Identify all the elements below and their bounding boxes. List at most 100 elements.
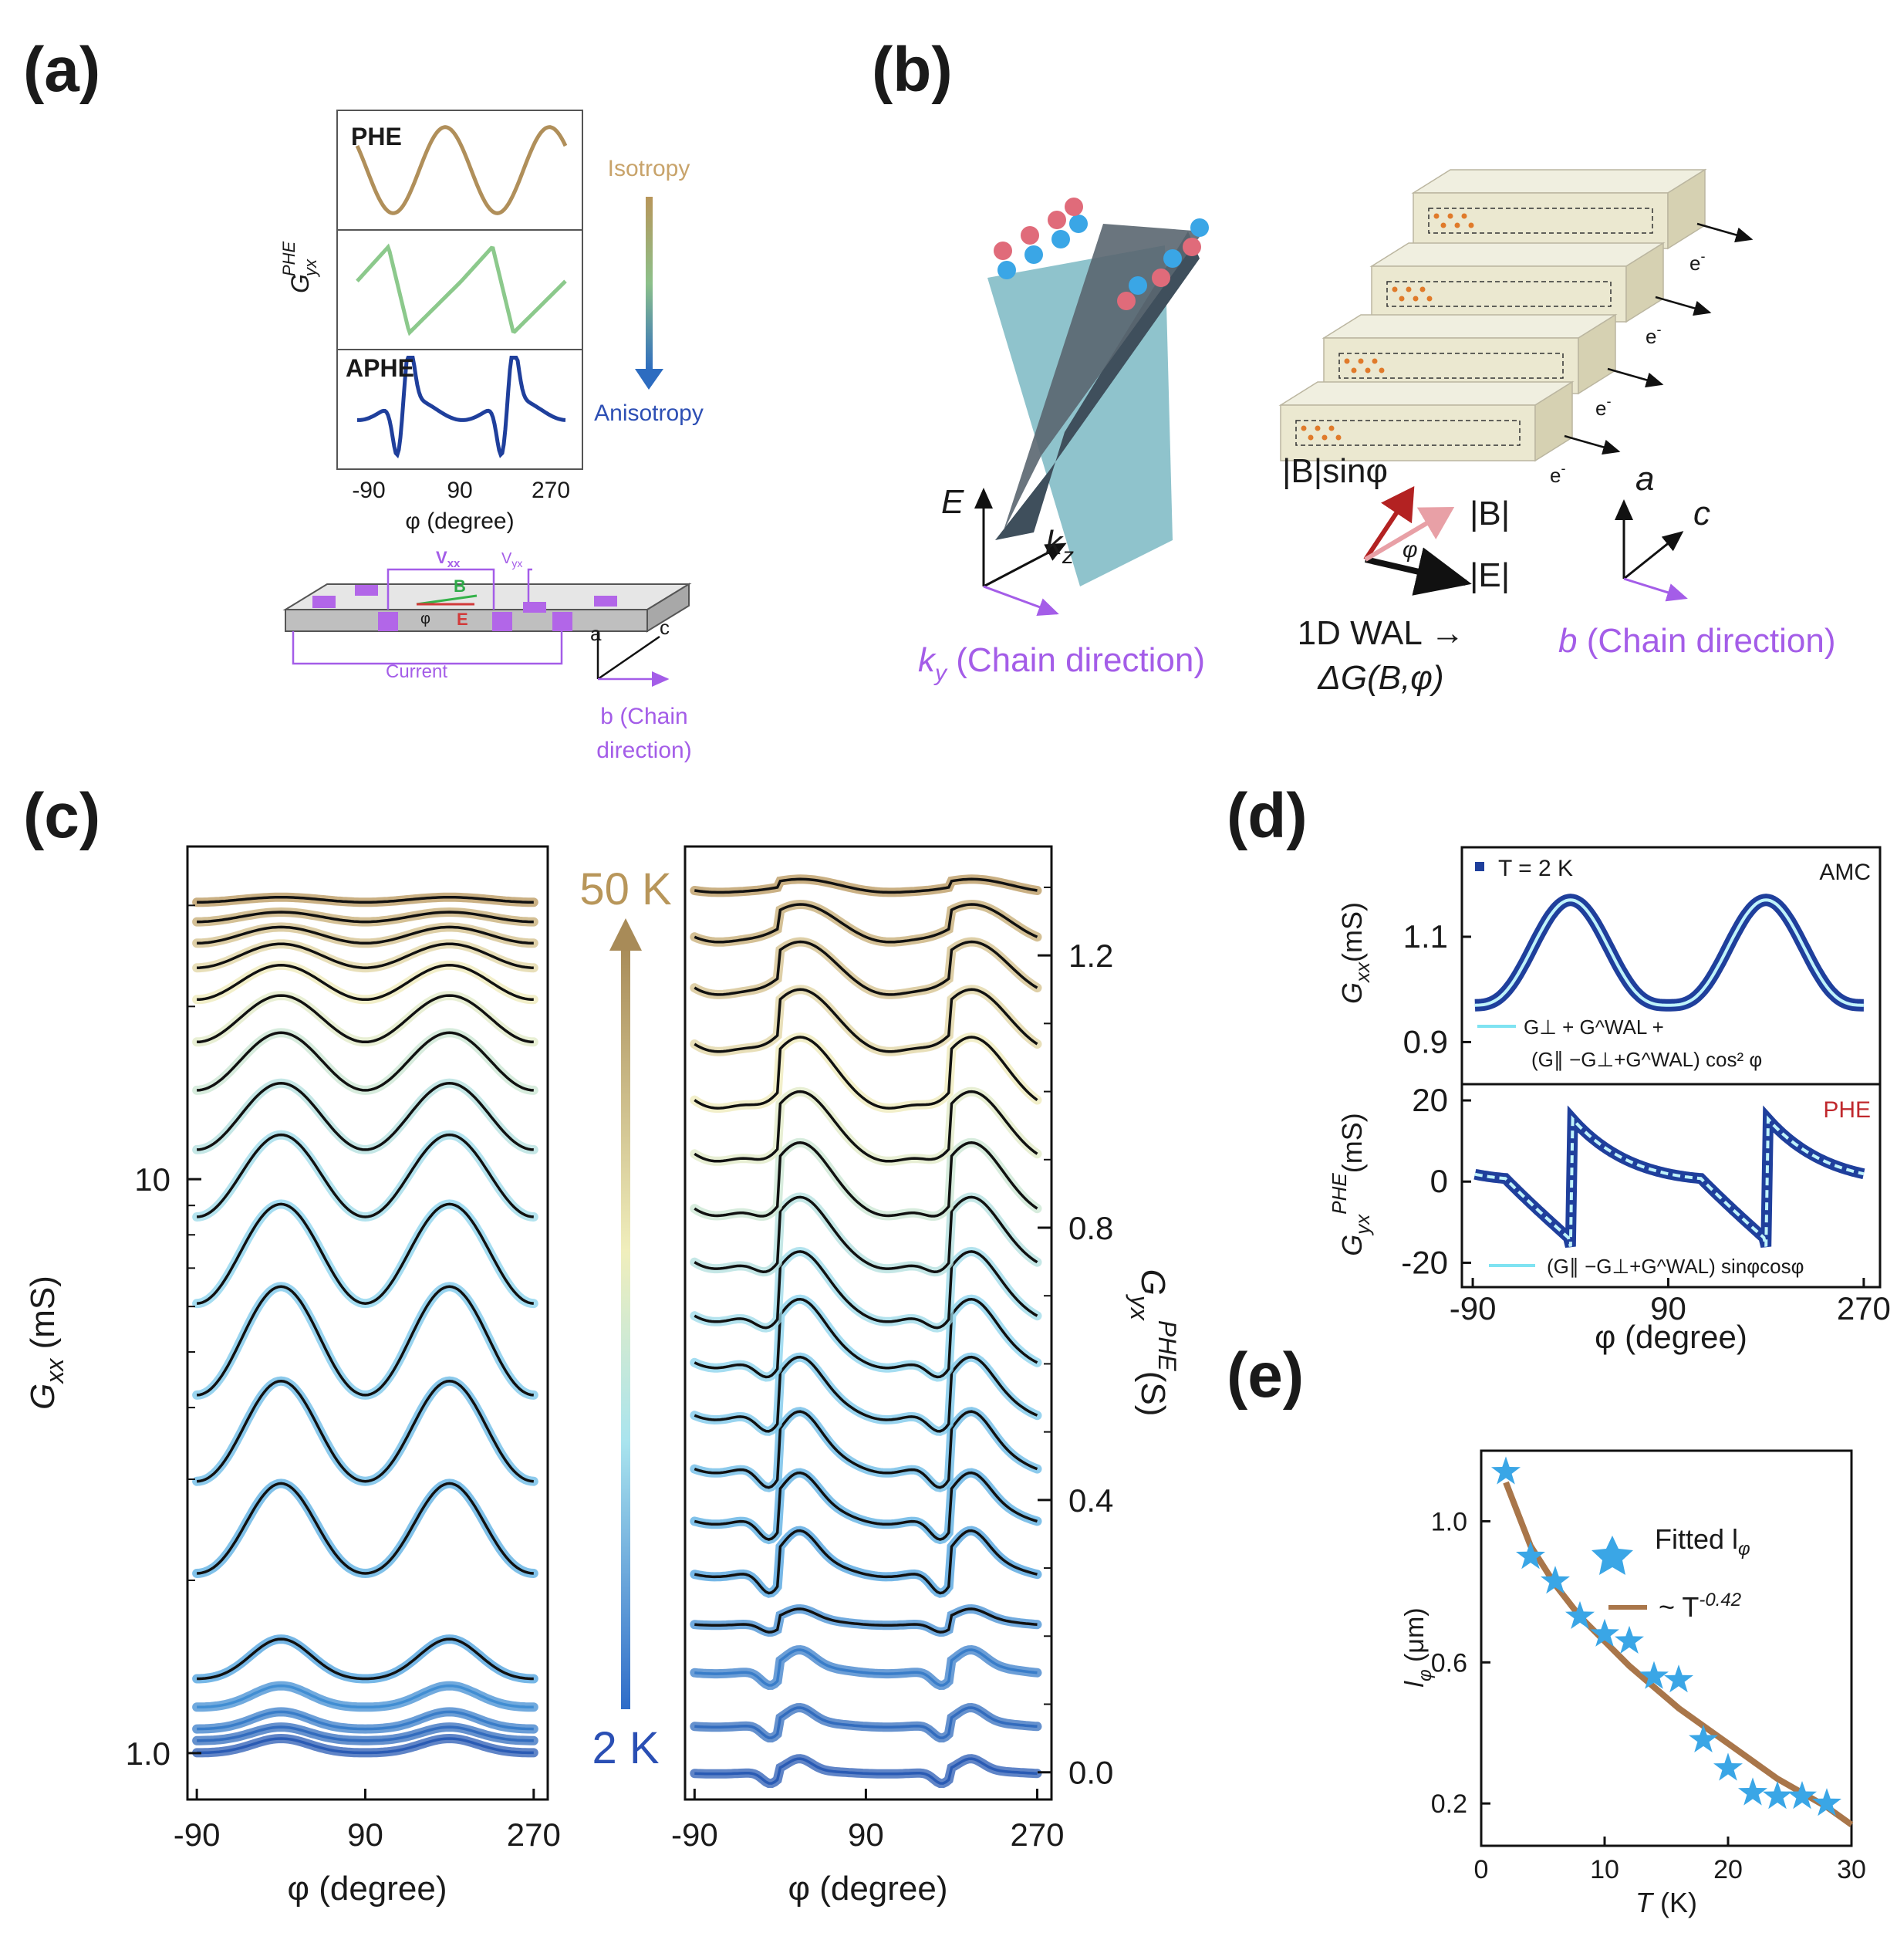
electron-dot xyxy=(1454,222,1460,228)
e-abs-label: |E| xyxy=(1470,556,1510,594)
panel-a-ylabel-sub: yx xyxy=(301,259,320,278)
formula-bottom: (G∥ −G⊥+G^WAL) sinφcosφ xyxy=(1547,1255,1804,1278)
e-star-point xyxy=(1491,1456,1521,1485)
c-right-fit-line xyxy=(694,1471,1038,1541)
panel-a-frame xyxy=(336,110,583,470)
c-right-ytick-label: 0.8 xyxy=(1068,1210,1113,1246)
c-left-data-band xyxy=(192,1478,538,1579)
axis-c-line-b xyxy=(1623,531,1684,580)
band-sheet-dark-upper xyxy=(1003,224,1203,532)
wal-line1: 1D WAL → xyxy=(1298,614,1465,652)
c-right-fit-line xyxy=(694,1250,1038,1330)
d-xtick-label: 90 xyxy=(1650,1290,1686,1326)
c-left-fit-line xyxy=(196,1202,534,1305)
contact-pad xyxy=(552,612,572,631)
d-top-ytick-label: 0.9 xyxy=(1403,1023,1448,1059)
spin-pair xyxy=(1117,276,1147,310)
electron-label: e- xyxy=(1689,248,1705,275)
e-ytick-label: 0.6 xyxy=(1431,1648,1467,1678)
panel-e-axes: 0 10 20 30 0.2 0.6 1.0 xyxy=(1431,1507,1866,1884)
temperature-arrow-head xyxy=(609,918,642,951)
panel-c-left-axes: -90 90 270 1.0 10 xyxy=(126,904,561,1853)
device-side-face xyxy=(646,583,690,633)
legend-star-label: Fitted lφ xyxy=(1655,1523,1750,1560)
c-left-data-band xyxy=(192,907,538,927)
panel-a-ylabel-sup: PHE xyxy=(279,241,299,276)
vxx-label: Vxx xyxy=(436,548,461,570)
c-left-ytick-label: 10 xyxy=(134,1161,170,1198)
panel-c-right-ylabel: GyxPHE(S) xyxy=(1126,1269,1181,1417)
electron-dot xyxy=(1351,367,1357,373)
chain-bar: e- xyxy=(1411,168,1754,275)
vyx-label: Vyx xyxy=(501,550,522,569)
electron-dot xyxy=(1365,367,1371,373)
panel-label-b: (b) xyxy=(872,35,953,105)
e-star-point xyxy=(1565,1600,1595,1629)
electron-label: e- xyxy=(1550,461,1565,487)
e-star-point xyxy=(1639,1661,1669,1689)
panel-e-frame xyxy=(1480,1449,1853,1847)
panel-c-left-ylabel-text: Gxx (mS) xyxy=(24,1276,69,1410)
d-bottom-ytick-label: 20 xyxy=(1412,1082,1448,1118)
electron-dot xyxy=(1379,367,1385,373)
c-right-fit-line xyxy=(694,1297,1038,1379)
electron-dot xyxy=(1344,358,1350,364)
legend-line-label: ~ T-0.42 xyxy=(1659,1590,1741,1623)
panel-a-phe-curve xyxy=(355,125,568,215)
panel-c-right-frame xyxy=(684,845,1053,1801)
chain-bar-front xyxy=(1413,192,1669,249)
chain-bar: e- xyxy=(1369,242,1712,348)
c-left-fit-line xyxy=(197,1710,534,1731)
axis-b-label-line2: direction) xyxy=(596,738,691,763)
c-left-fit-line xyxy=(197,1684,534,1709)
electron-flow-arrow xyxy=(1696,222,1754,243)
panel-a-phe-label: PHE xyxy=(351,123,402,150)
legend-T-label: T = 2 K xyxy=(1498,856,1573,881)
contact-pad xyxy=(523,602,546,613)
panel-d-bottom-ylabel-text: GyxPHE(mS) xyxy=(1328,1113,1374,1255)
axis-a-label-b: a xyxy=(1635,460,1654,498)
e-xtick-label: 10 xyxy=(1590,1855,1619,1884)
c-right-fit-line xyxy=(694,1706,1038,1739)
c-left-ytick-label: 1.0 xyxy=(126,1735,170,1772)
panel-d-bottom-ylabel: GyxPHE(mS) xyxy=(1328,1113,1374,1255)
spin-arrows xyxy=(994,198,1209,310)
c-left-fit-line xyxy=(197,911,534,924)
c-left-fit-line xyxy=(196,1133,534,1218)
c-left-data-band xyxy=(192,922,538,948)
chain-bar: e- xyxy=(1278,380,1621,487)
electron-flow-arrow xyxy=(1564,434,1621,455)
energy-label: E xyxy=(941,483,964,521)
spin-pair xyxy=(994,242,1016,279)
e-star-point xyxy=(1615,1625,1644,1654)
e-label: E xyxy=(457,610,468,629)
legend-marker-T xyxy=(1475,862,1484,871)
electron-label: e- xyxy=(1646,322,1661,348)
c-right-fit-line xyxy=(694,1141,1038,1218)
d-bottom-ytick-label: 0 xyxy=(1430,1163,1448,1199)
electron-dot xyxy=(1328,425,1335,431)
temp-low-label: 2 K xyxy=(592,1723,659,1773)
c-right-fit-line xyxy=(694,1410,1038,1489)
c-left-fit-line xyxy=(196,1379,534,1483)
d-xtick-label: -90 xyxy=(1450,1290,1497,1326)
kz-axis xyxy=(983,542,1067,588)
b-angle-phi: φ xyxy=(1402,537,1418,563)
panel-label-d: (d) xyxy=(1227,781,1308,851)
chain-bar-top xyxy=(1369,242,1666,267)
vxx-wire xyxy=(386,568,495,610)
electron-dot xyxy=(1413,296,1419,302)
d-bottom-data xyxy=(1473,1105,1865,1249)
spin-pair xyxy=(1152,249,1182,287)
panel-d: -90 90 270 0.9 1.1 -20 0 20 T = 2 K AMC PHE G⊥ … xyxy=(1328,846,1891,1355)
panel-a-xtick: 270 xyxy=(532,478,570,503)
c-right-data-band xyxy=(690,1754,1042,1789)
electron-dot xyxy=(1321,434,1328,441)
c-right-fit-line xyxy=(694,1036,1038,1110)
electron-dot xyxy=(1372,358,1378,364)
d-top-fit xyxy=(1474,898,1864,1007)
device-contacts xyxy=(312,585,617,631)
c-left-fit-line xyxy=(197,1725,534,1742)
b-label: B xyxy=(454,576,466,596)
electron-dot xyxy=(1419,286,1426,292)
